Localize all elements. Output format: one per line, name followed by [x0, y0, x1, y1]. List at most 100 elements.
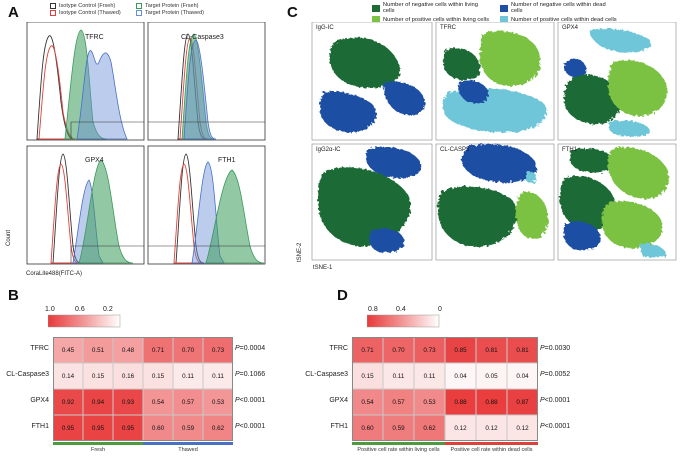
heatmap-row-label: GPX4 [329, 397, 348, 404]
tsne-plot-gpx4 [557, 22, 677, 141]
heatmap-cell: 0.54 [352, 389, 383, 415]
flow-plot-gpx4 [26, 145, 145, 265]
heatmap-cell: 0.93 [113, 389, 143, 415]
heatmap-cell: 0.57 [173, 389, 203, 415]
heatmap-d-scale-tick: 0.8 [368, 306, 378, 313]
heatmap-d-scale-tick: 0.4 [396, 306, 406, 313]
heatmap-cell: 0.81 [476, 337, 507, 363]
heatmap-d-colorbar [367, 314, 440, 328]
heatmap-cell: 0.53 [414, 389, 445, 415]
heatmap-row-label: CL-Caspase3 [6, 371, 49, 378]
heatmap-cell: 0.11 [203, 363, 233, 389]
flow-plot-tfrc [26, 22, 145, 141]
heatmap-cell: 0.45 [53, 337, 83, 363]
heatmap-row-label: FTH1 [31, 423, 50, 430]
heatmap-cell: 0.92 [53, 389, 83, 415]
tsne-plot-tfrc [435, 22, 555, 141]
legend-label: Number of negative cells within living c… [382, 2, 478, 14]
legend-swatch [500, 16, 508, 23]
heatmap-cell: 0.53 [203, 389, 233, 415]
flow-y-label: Count [6, 229, 12, 246]
heatmap-cell: 0.95 [53, 415, 83, 441]
heatmap-p-value: P=0.0004 [235, 345, 266, 352]
heatmap-cell: 0.16 [113, 363, 143, 389]
legend-swatch [500, 4, 508, 12]
legend-label: Number of negative cells within dead cel… [510, 2, 606, 14]
panel-letter-b: B [8, 287, 19, 304]
heatmap-cell: 0.04 [507, 363, 538, 389]
legend-swatch [50, 3, 56, 9]
tsne-plot-fth1 [557, 143, 677, 261]
heatmap-cell: 0.59 [173, 415, 203, 441]
legend-label: Isotype Control (Frseh) [59, 3, 116, 9]
flow-legend: Isotype Control (Frseh) Target Protein (… [50, 3, 208, 17]
tsne-plot-cl-casp3 [435, 143, 555, 261]
heatmap-p-value: P<0.0001 [235, 397, 266, 404]
heatmap-group-bar [143, 442, 233, 445]
legend-label: Number of positive cells within dead cel… [511, 16, 617, 23]
heatmap-cell: 0.11 [173, 363, 203, 389]
panel-letter-a: A [8, 4, 19, 21]
heatmap-cell: 0.15 [352, 363, 383, 389]
heatmap-cell: 0.54 [143, 389, 173, 415]
heatmap-b-scale-tick: 1.0 [45, 306, 55, 313]
flow-plot-cl-caspase3 [147, 22, 266, 141]
panel-letter-d: D [337, 287, 348, 304]
heatmap-b-colorbar [48, 314, 121, 328]
flow-title-gpx4: GPX4 [85, 157, 104, 164]
flow-title-tfrc: TFRC [85, 34, 104, 41]
heatmap-p-value: P<0.0001 [540, 397, 571, 404]
legend-swatch [136, 10, 142, 16]
heatmap-cell: 0.62 [414, 415, 445, 441]
heatmap-p-value: P<0.0001 [540, 423, 571, 430]
tsne-y-label: tSNE-2 [297, 242, 303, 262]
heatmap-cell: 0.87 [507, 389, 538, 415]
tsne-plots [311, 22, 677, 261]
legend-label: Isotype Control (Thawed) [59, 10, 121, 16]
heatmap-p-value: P=0.0052 [540, 371, 571, 378]
heatmap-cell: 0.73 [203, 337, 233, 363]
heatmap-group-bar [445, 442, 538, 445]
heatmap-cell: 0.60 [143, 415, 173, 441]
heatmap-row-label: GPX4 [30, 397, 49, 404]
tsne-title-gpx4: GPX4 [562, 25, 579, 31]
heatmap-p-value: P=0.0030 [540, 345, 571, 352]
tsne-plot-igg2a-ic [311, 143, 433, 261]
legend-label: Target Protein (Frseh) [145, 3, 199, 9]
heatmap-cell: 0.95 [83, 415, 113, 441]
heatmap-cell: 0.71 [352, 337, 383, 363]
flow-title-fth1: FTH1 [218, 157, 236, 164]
panel-letter-c: C [287, 4, 298, 21]
heatmap-cell: 0.73 [414, 337, 445, 363]
heatmap-cell: 0.85 [445, 337, 476, 363]
heatmap-cell: 0.05 [476, 363, 507, 389]
legend-swatch [372, 4, 380, 12]
heatmap-border [352, 337, 538, 441]
heatmap-cell: 0.04 [445, 363, 476, 389]
heatmap-cell: 0.12 [445, 415, 476, 441]
heatmap-group-label: Thawed [178, 447, 198, 453]
heatmap-cell: 0.11 [383, 363, 414, 389]
heatmap-p-value: P=0.1066 [235, 371, 266, 378]
flow-x-label: CoraLite488(FITC-A) [26, 271, 83, 277]
heatmap-group-bar [352, 442, 445, 445]
heatmap-cell: 0.57 [383, 389, 414, 415]
histogram-target-fresh [64, 29, 108, 140]
heatmap-cell: 0.48 [113, 337, 143, 363]
heatmap-row-label: FTH1 [330, 423, 349, 430]
heatmap-cell: 0.94 [83, 389, 113, 415]
heatmap-group-label: Fresh [90, 447, 106, 453]
heatmap-cell: 0.88 [445, 389, 476, 415]
heatmap-cell: 0.59 [383, 415, 414, 441]
legend-swatch [136, 3, 142, 9]
tsne-title-cl-casp3: CL-CASP3 [440, 147, 470, 153]
heatmap-row-label: CL-Caspase3 [305, 371, 348, 378]
tsne-x-label: tSNE-1 [313, 265, 333, 271]
heatmap-cell: 0.12 [507, 415, 538, 441]
heatmap-cell: 0.60 [352, 415, 383, 441]
heatmap-cell: 0.71 [143, 337, 173, 363]
legend-label: Target Protein (Thawed) [145, 10, 204, 16]
tsne-plot-igg-ic [311, 22, 433, 141]
heatmap-cell: 0.88 [476, 389, 507, 415]
heatmap-group-label: Positive cell rate within living cells [357, 447, 440, 453]
